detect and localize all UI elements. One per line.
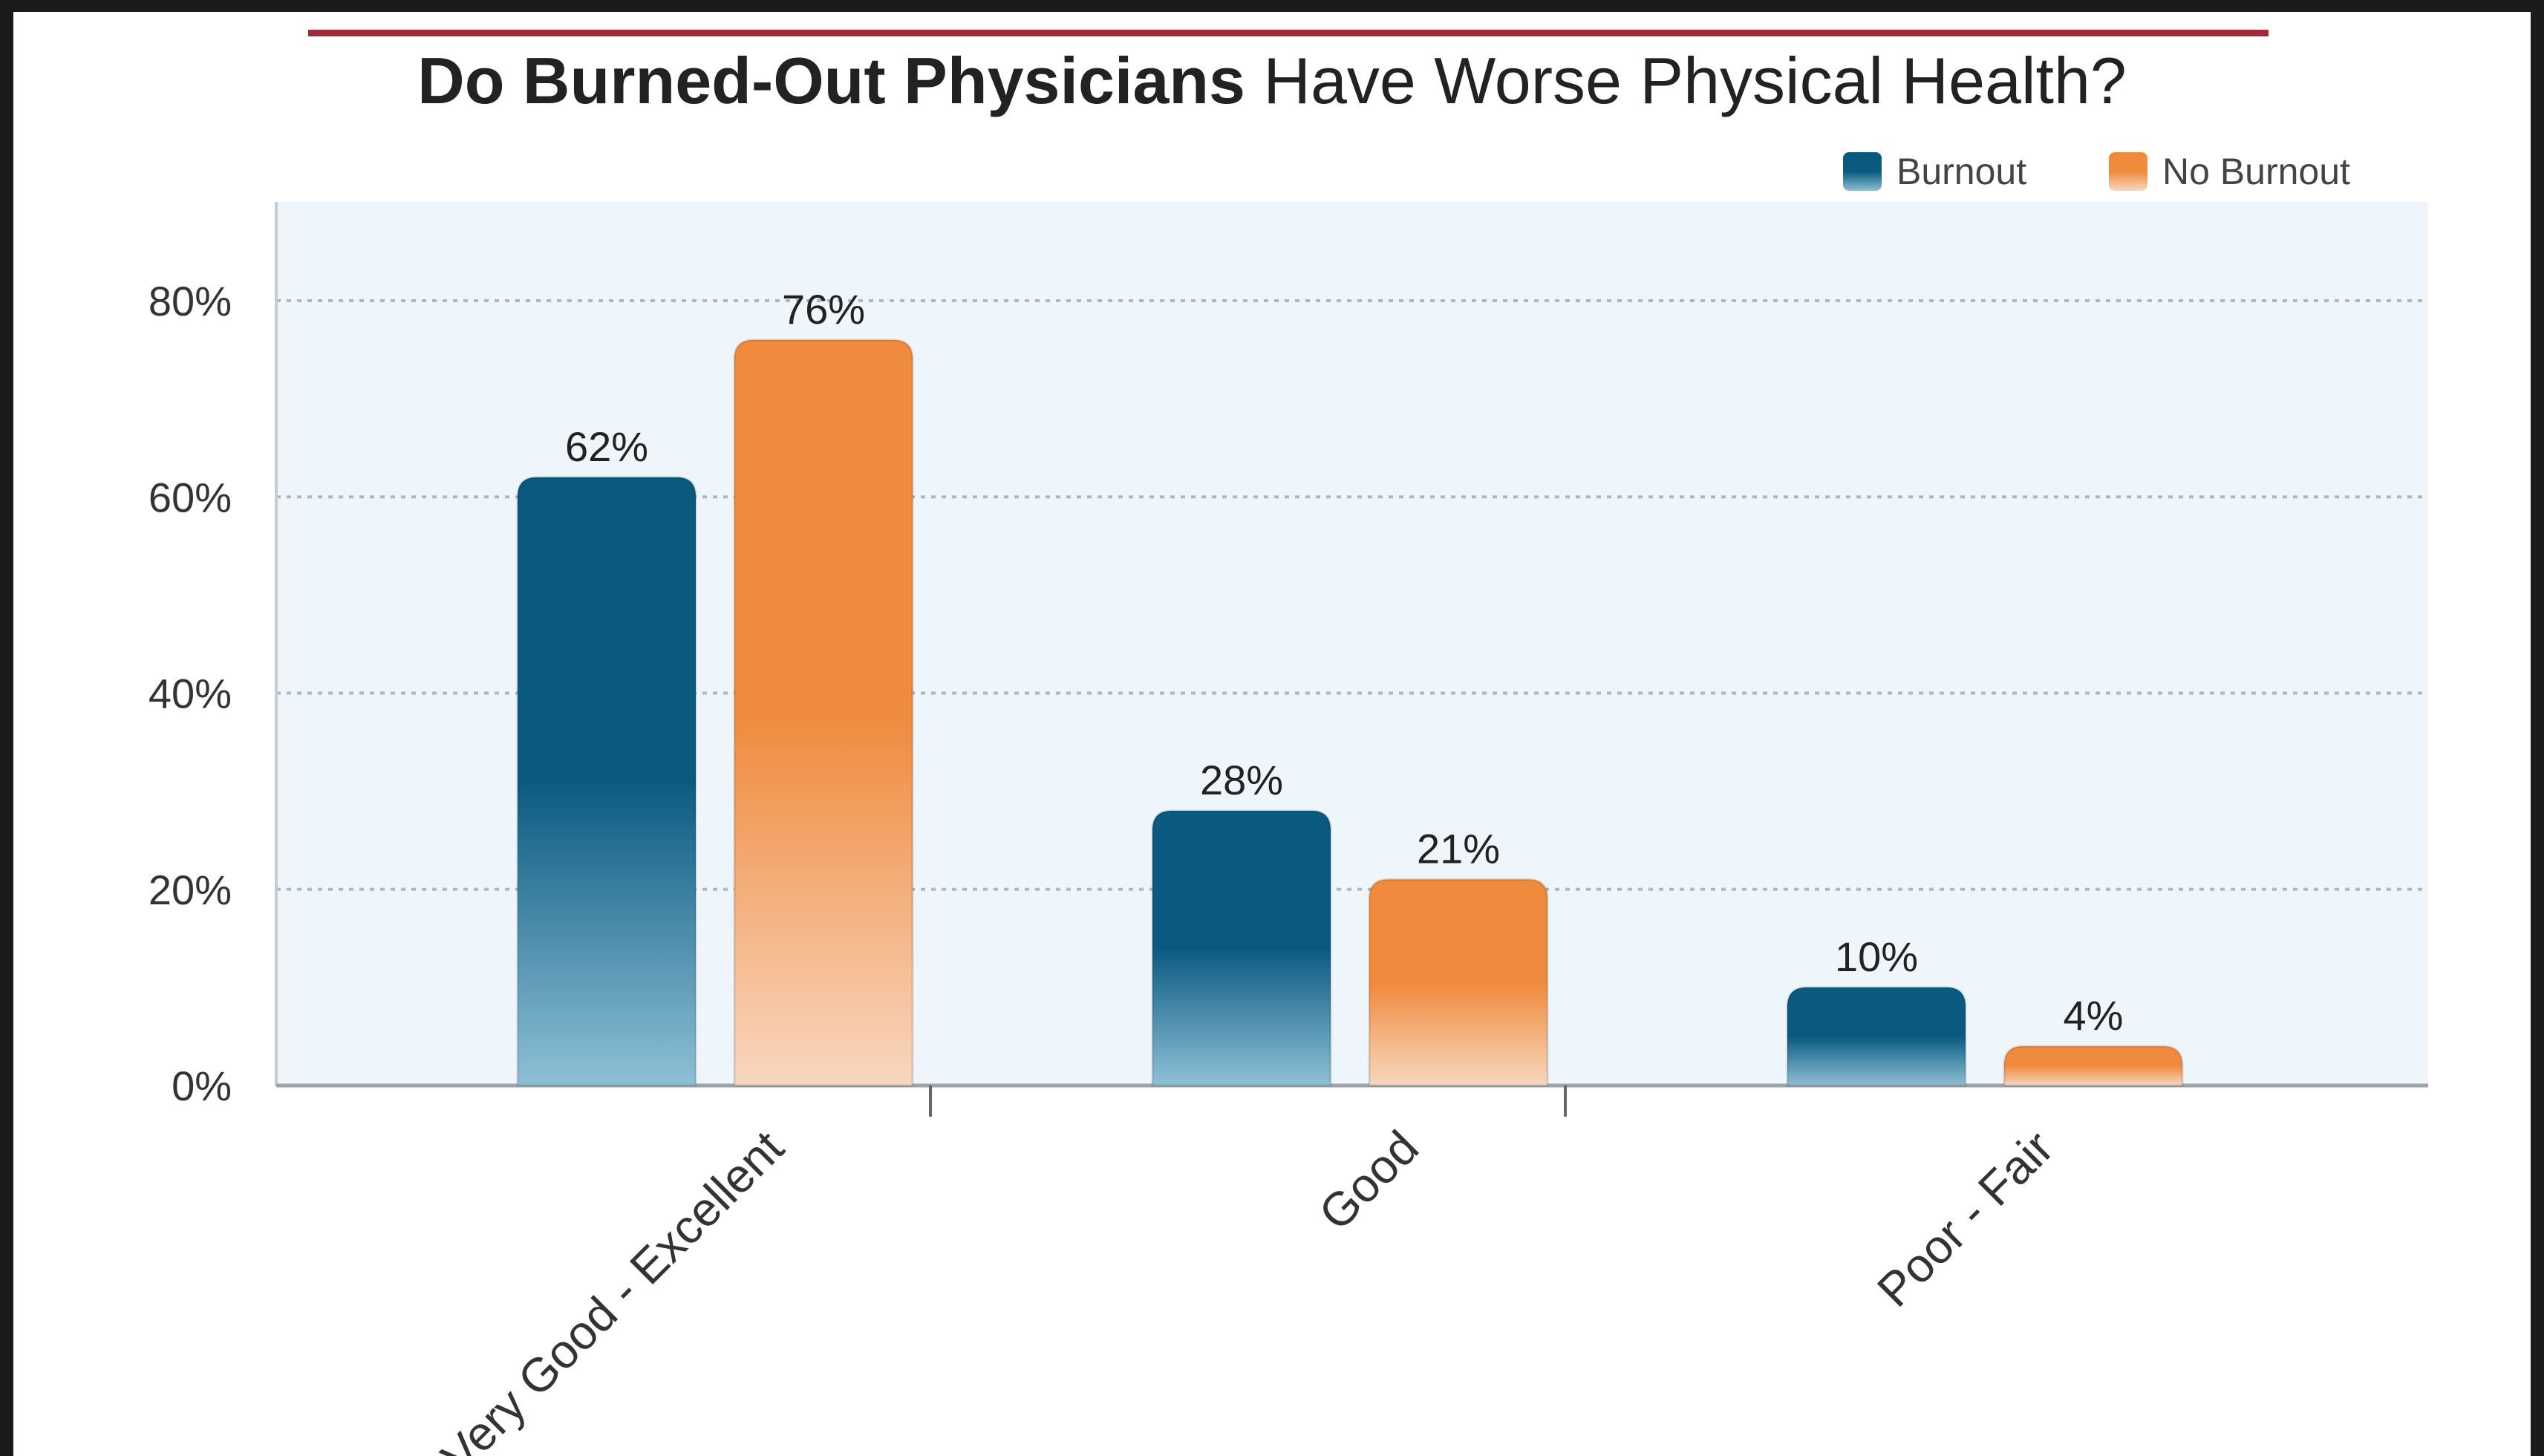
- chart-title: Do Burned-Out Physicians Have Worse Phys…: [0, 43, 2544, 119]
- chart-title-rest: Have Worse Physical Health?: [1263, 44, 2127, 117]
- frame-left-edge: [0, 0, 13, 1456]
- legend-label-no-burnout: No Burnout: [2162, 151, 2350, 192]
- data-label: 76%: [782, 286, 865, 333]
- y-tick-label: 60%: [149, 474, 232, 520]
- x-tick-label: Good: [1308, 1120, 1429, 1241]
- bar-no-burnout: [733, 339, 914, 1087]
- legend-label-burnout: Burnout: [1896, 151, 2026, 192]
- data-label: 28%: [1200, 757, 1283, 803]
- frame-right-edge: [2531, 0, 2544, 1456]
- legend-swatch-no-burnout: [2109, 152, 2147, 191]
- data-label: 10%: [1835, 933, 1918, 980]
- bar-burnout: [1151, 809, 1332, 1087]
- bar-no-burnout: [2003, 1045, 2184, 1087]
- chart-title-bold: Do Burned-Out Physicians: [417, 44, 1245, 117]
- bar-no-burnout: [1368, 878, 1549, 1087]
- frame-top-edge: [0, 0, 2544, 12]
- y-tick-label: 40%: [149, 670, 232, 717]
- title-rule: [308, 30, 2269, 36]
- bar-burnout: [516, 476, 697, 1087]
- y-tick-label: 80%: [149, 278, 232, 324]
- y-tick-label: 20%: [149, 866, 232, 913]
- y-tick-label: 0%: [172, 1062, 232, 1109]
- bar-burnout: [1786, 986, 1967, 1087]
- legend-swatch-burnout: [1843, 152, 1882, 191]
- x-tick-label: Poor - Fair: [1867, 1120, 2064, 1317]
- x-tick-label: Very Good - Excellent: [431, 1120, 794, 1456]
- data-label: 4%: [2064, 992, 2124, 1039]
- data-label: 21%: [1417, 826, 1500, 872]
- data-label: 62%: [565, 423, 648, 470]
